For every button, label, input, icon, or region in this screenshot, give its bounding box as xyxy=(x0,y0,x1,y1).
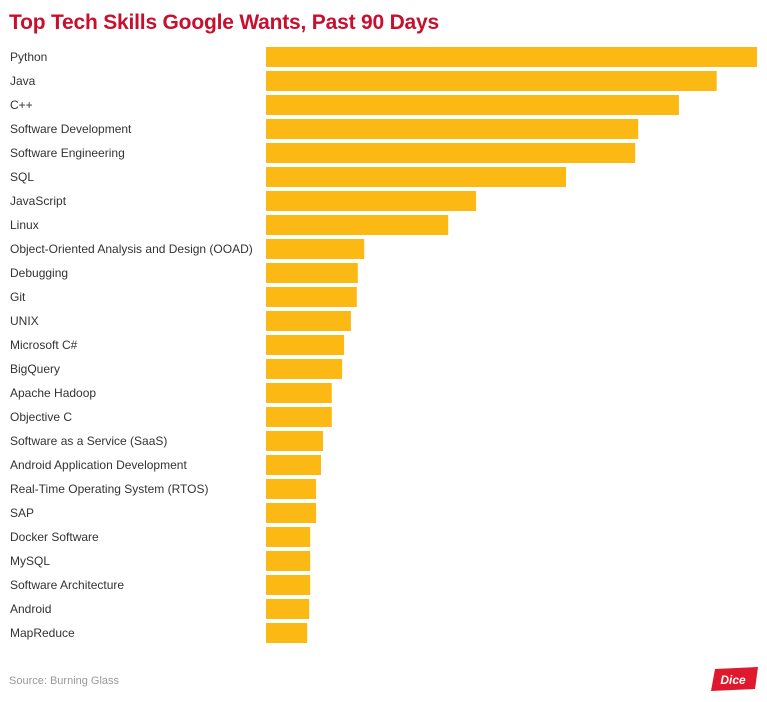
category-label: Android Application Development xyxy=(10,458,187,472)
bar xyxy=(266,527,311,547)
category-label: Software Architecture xyxy=(10,578,124,592)
category-label: Android xyxy=(10,602,51,616)
bar xyxy=(266,71,717,91)
category-label: Debugging xyxy=(10,266,68,280)
bar xyxy=(266,431,323,451)
category-label: Object-Oriented Analysis and Design (OOA… xyxy=(10,242,253,256)
bar xyxy=(266,239,365,259)
bar xyxy=(266,383,332,403)
dice-logo-text: Dice xyxy=(720,673,746,687)
category-label: MapReduce xyxy=(10,626,75,640)
bar xyxy=(266,335,345,355)
bar xyxy=(266,215,449,235)
bar xyxy=(266,167,566,187)
bar xyxy=(266,623,308,643)
category-label: BigQuery xyxy=(10,362,60,376)
category-label: Software Development xyxy=(10,122,132,136)
bar xyxy=(266,455,321,475)
category-label: Java xyxy=(10,74,36,88)
bar xyxy=(266,263,358,283)
bar xyxy=(266,311,351,331)
category-label: Python xyxy=(10,50,47,64)
bar xyxy=(266,287,357,307)
category-label: SQL xyxy=(10,170,34,184)
bar xyxy=(266,407,332,427)
bar xyxy=(266,47,757,67)
category-label: Software Engineering xyxy=(10,146,125,160)
category-label: Microsoft C# xyxy=(10,338,78,352)
bar-chart: Python Java C++ Software Development Softwar… xyxy=(10,47,757,643)
bar xyxy=(266,119,639,139)
category-label: Real-Time Operating System (RTOS) xyxy=(10,482,209,496)
category-label: Objective C xyxy=(10,410,72,424)
bar xyxy=(266,503,317,523)
bar xyxy=(266,95,679,115)
category-label: MySQL xyxy=(10,554,50,568)
bar xyxy=(266,143,636,163)
category-label: C++ xyxy=(10,98,33,112)
category-label: UNIX xyxy=(10,314,39,328)
bar xyxy=(266,479,317,499)
bars xyxy=(266,47,757,643)
category-label: Git xyxy=(10,290,26,304)
category-labels: Python Java C++ Software Development Softwar… xyxy=(10,50,253,640)
dice-logo-badge xyxy=(711,667,758,691)
bar xyxy=(266,551,311,571)
category-label: JavaScript xyxy=(10,194,67,208)
category-label: Software as a Service (SaaS) xyxy=(10,434,167,448)
category-label: Docker Software xyxy=(10,530,99,544)
source-note: Source: Burning Glass xyxy=(9,675,120,687)
chart-title: Top Tech Skills Google Wants, Past 90 Da… xyxy=(9,11,439,34)
category-label: SAP xyxy=(10,506,34,520)
bar xyxy=(266,191,477,211)
category-label: Linux xyxy=(10,218,39,232)
dice-logo: Dice xyxy=(711,667,758,691)
category-label: Apache Hadoop xyxy=(10,386,96,400)
bar xyxy=(266,359,343,379)
bar xyxy=(266,599,310,619)
bar xyxy=(266,575,311,595)
